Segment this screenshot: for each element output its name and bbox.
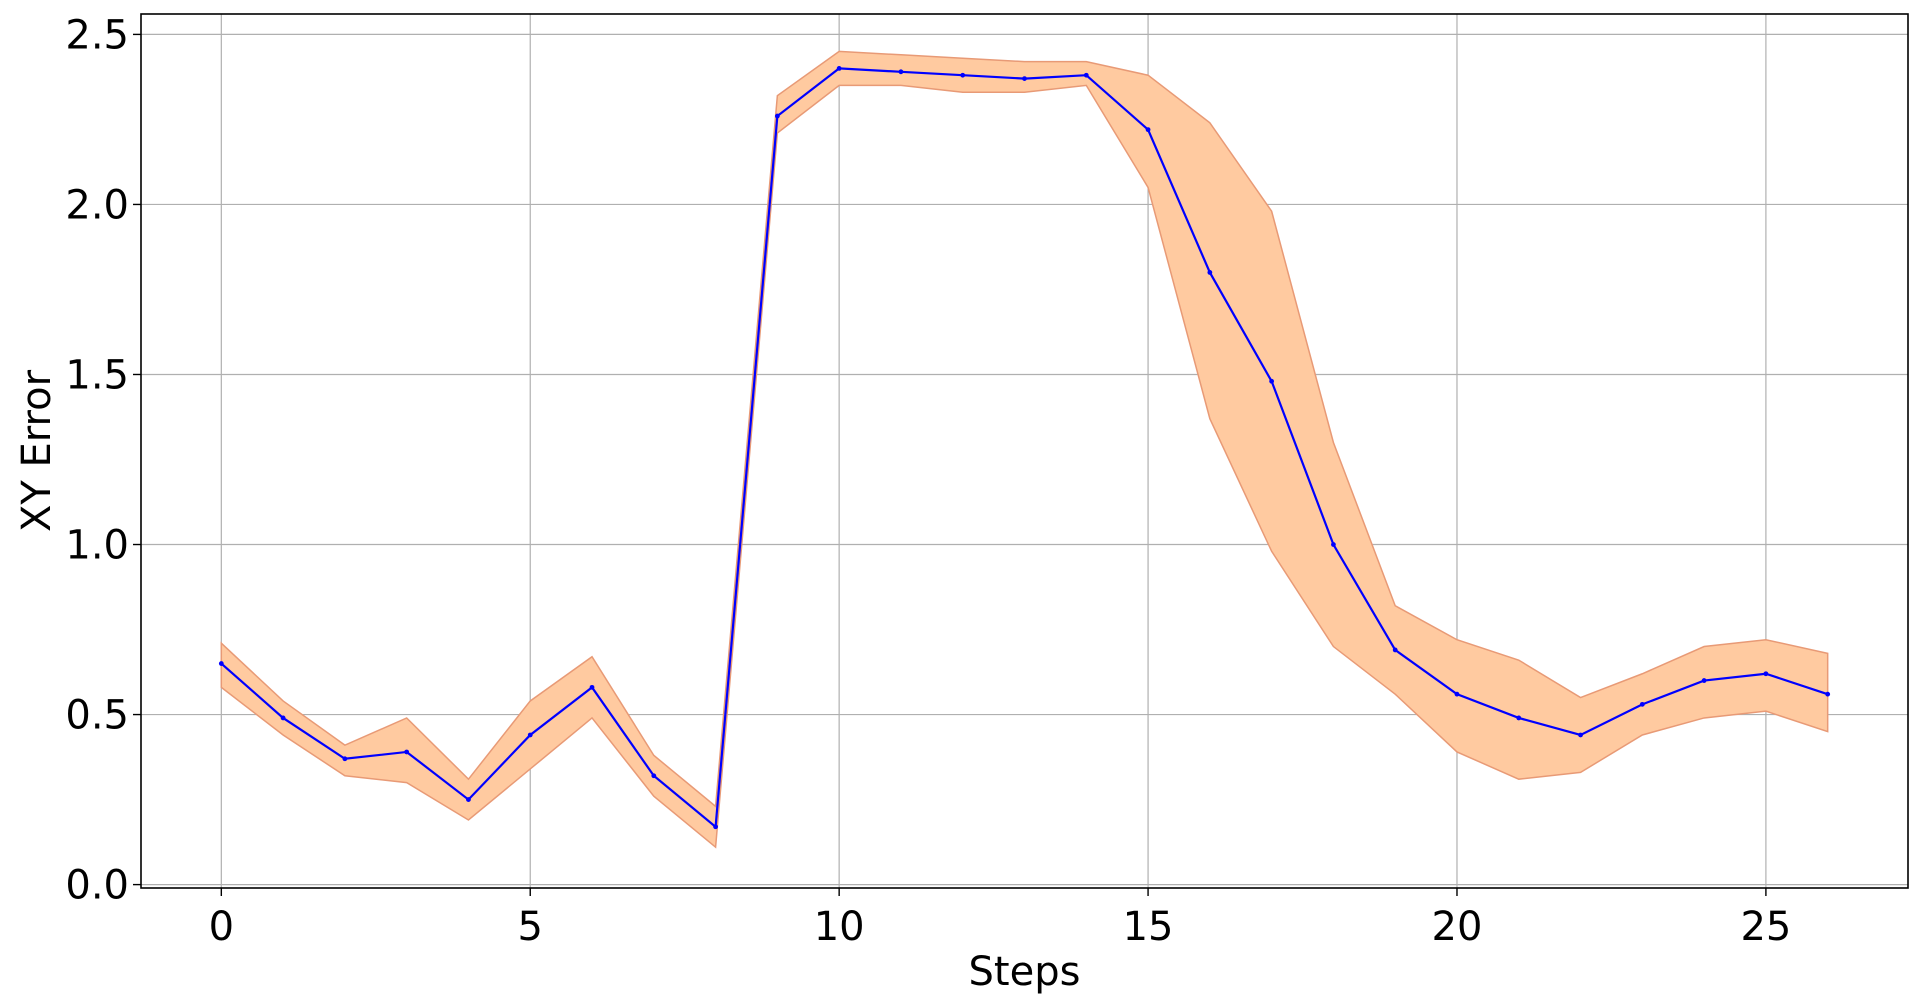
data-point-17 [1269, 378, 1275, 384]
data-point-20 [1454, 691, 1460, 697]
data-point-8 [713, 824, 718, 830]
data-point-2 [342, 756, 348, 762]
y-axis-label: XY Error [14, 369, 60, 532]
mean-line [218, 66, 1831, 830]
x-tick-label-0: 0 [209, 904, 234, 950]
y-tick-label-1: 0.5 [65, 693, 129, 739]
data-point-11 [898, 69, 904, 75]
data-point-14 [1083, 72, 1089, 78]
data-point-4 [466, 797, 471, 802]
x-tick-label-1: 5 [518, 904, 543, 950]
x-tick-label-2: 10 [814, 904, 865, 950]
error-band [220, 50, 1829, 849]
data-point-18 [1331, 542, 1336, 547]
data-point-7 [651, 773, 657, 779]
data-point-16 [1207, 270, 1213, 275]
data-point-1 [280, 715, 286, 721]
y-tick-label-2: 1.0 [65, 523, 129, 569]
data-point-9 [774, 113, 780, 119]
data-point-10 [836, 66, 842, 71]
x-tick-label-5: 25 [1740, 904, 1791, 950]
data-point-25 [1763, 671, 1769, 677]
axes-frame [133, 13, 1909, 896]
data-point-6 [589, 684, 595, 690]
grid [141, 14, 1908, 888]
data-point-24 [1701, 678, 1707, 683]
data-point-5 [527, 732, 533, 738]
tick-labels: 0 5 10 15 20 25 0.0 0.5 1.0 1.5 2.0 2.5 [65, 12, 1791, 950]
data-point-3 [404, 749, 410, 755]
plot-frame [140, 13, 1909, 889]
data-point-15 [1145, 127, 1151, 133]
data-point-23 [1639, 701, 1645, 707]
y-tick-label-4: 2.0 [65, 182, 129, 228]
data-point-19 [1392, 647, 1398, 653]
y-tick-label-0: 0.0 [65, 863, 129, 909]
x-tick-label-4: 20 [1432, 904, 1483, 950]
x-axis-label: Steps [969, 949, 1081, 995]
data-point-26 [1825, 691, 1831, 697]
data-point-22 [1578, 732, 1583, 738]
data-point-0 [218, 661, 224, 666]
x-tick-label-3: 15 [1123, 904, 1174, 950]
data-point-21 [1516, 715, 1522, 721]
y-tick-label-3: 1.5 [65, 352, 129, 398]
error-band-area [220, 50, 1829, 849]
data-point-12 [960, 72, 966, 78]
data-point-13 [1022, 76, 1027, 82]
y-tick-label-5: 2.5 [65, 12, 129, 58]
